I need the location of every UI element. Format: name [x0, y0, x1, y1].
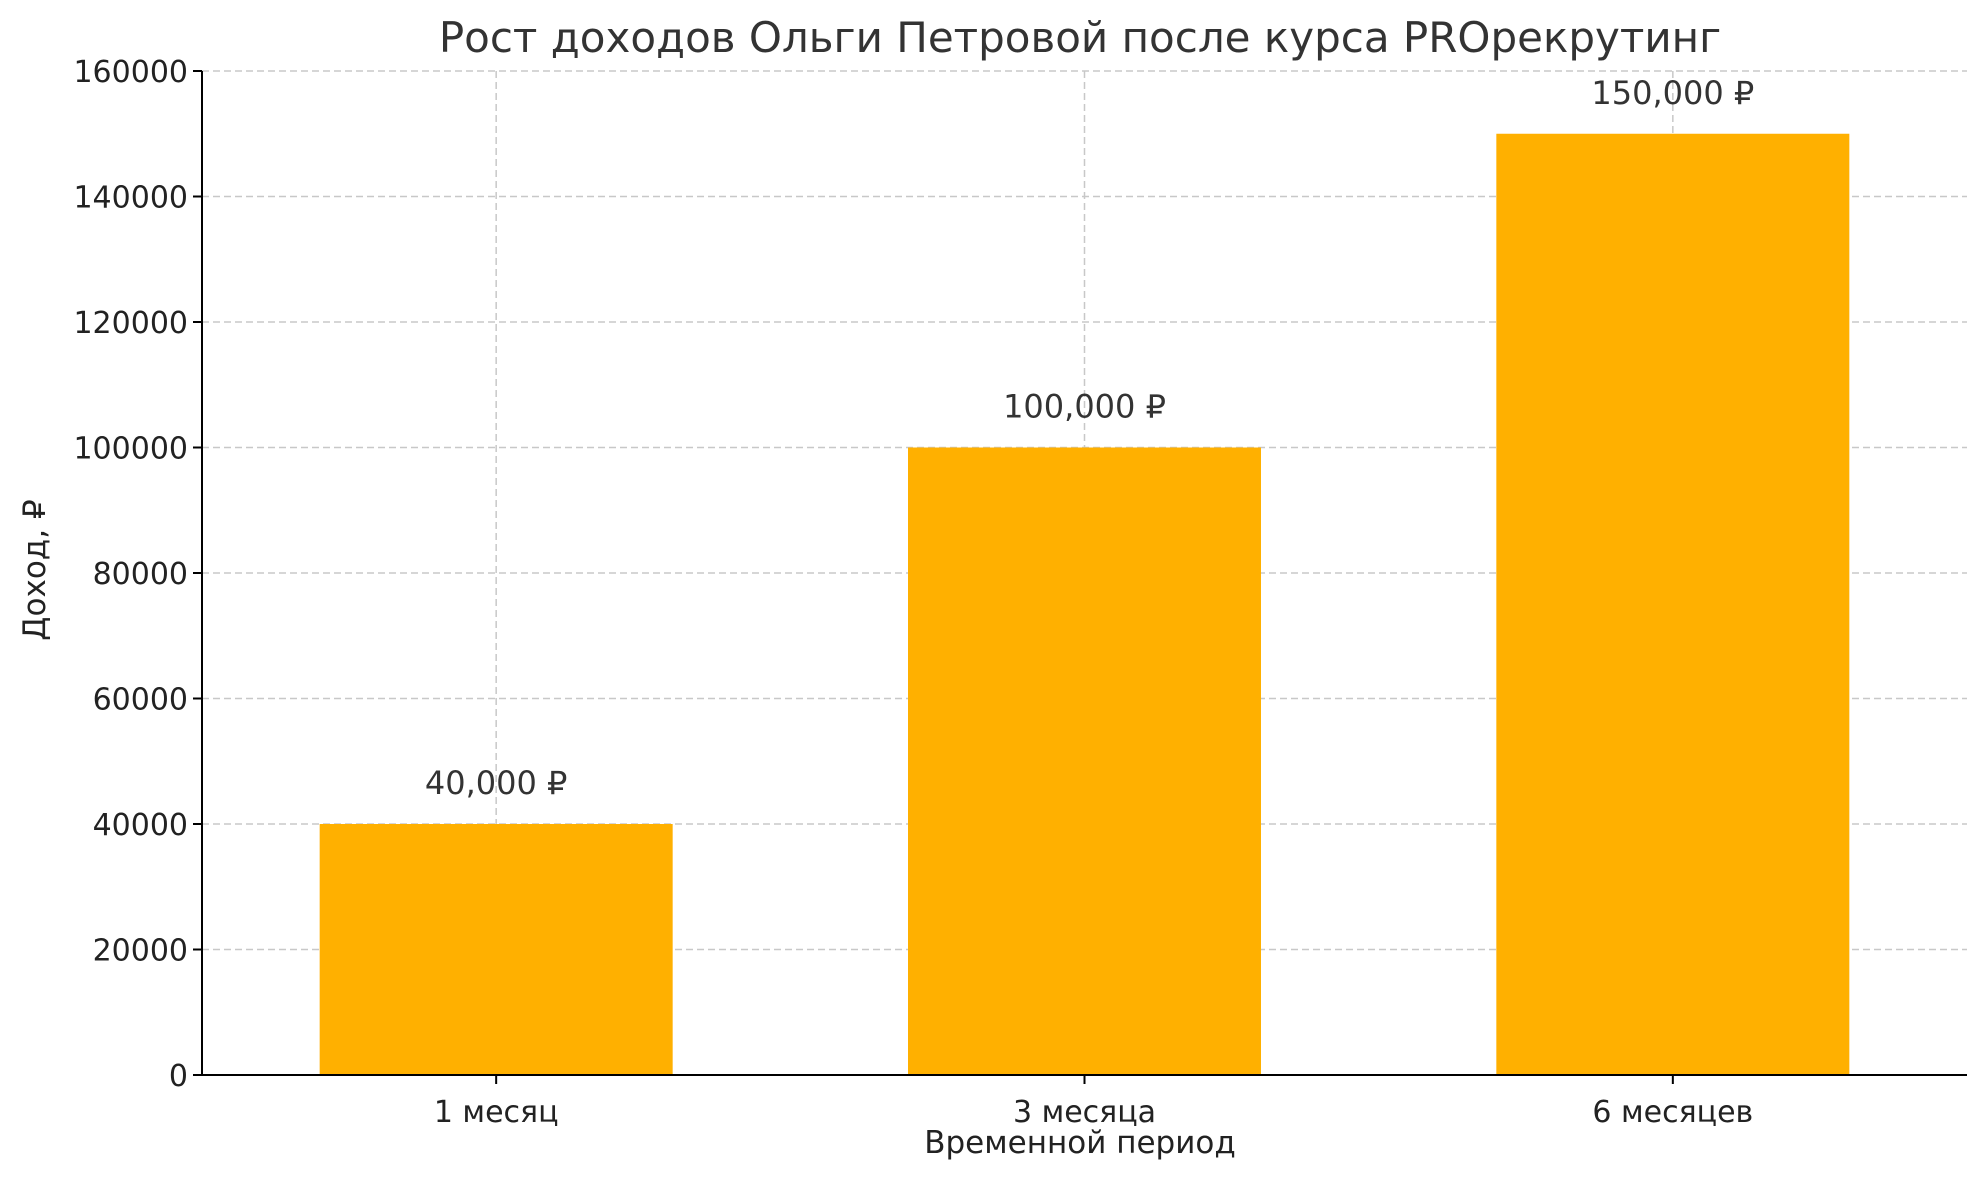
- y-tick-label: 120000: [73, 306, 188, 341]
- y-tick-label: 160000: [73, 55, 188, 90]
- y-tick-label: 60000: [93, 683, 188, 718]
- x-axis-label: Временной период: [924, 1125, 1236, 1161]
- chart-title: Рост доходов Ольги Петровой после курса …: [439, 13, 1721, 62]
- bar-value-label: 150,000 ₽: [1591, 74, 1754, 112]
- bar-value-label: 100,000 ₽: [1003, 388, 1166, 426]
- x-tick-label: 1 месяц: [434, 1095, 559, 1130]
- y-tick-label: 140000: [73, 181, 188, 216]
- y-tick-label: 0: [169, 1059, 188, 1094]
- x-tick-label: 6 месяцев: [1592, 1095, 1753, 1130]
- bar: [1496, 133, 1850, 1075]
- bar: [908, 447, 1261, 1075]
- labels-layer: 0 20000 40000 60000 80000 100000 120000 140000 1…: [73, 55, 1754, 1130]
- x-tick-label: 3 месяца: [1013, 1095, 1156, 1130]
- y-tick-label: 40000: [93, 808, 188, 843]
- y-tick-label: 80000: [93, 557, 188, 592]
- y-tick-label: 100000: [73, 432, 188, 467]
- y-axis-label: Доход, ₽: [17, 499, 53, 640]
- axes-layer: [193, 70, 1967, 1084]
- y-tick-label: 20000: [93, 934, 188, 969]
- bar-value-label: 40,000 ₽: [425, 764, 568, 802]
- bars-layer: [319, 133, 1850, 1075]
- bar: [319, 824, 673, 1075]
